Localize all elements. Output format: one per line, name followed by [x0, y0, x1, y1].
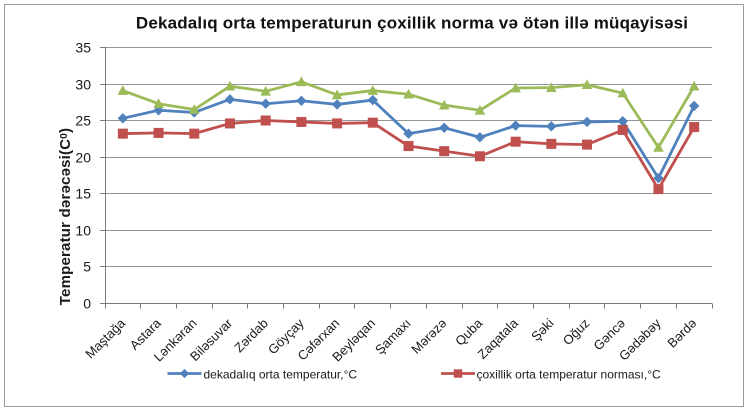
svg-text:çoxillik orta temperatur norma: çoxillik orta temperatur norması,°C — [477, 368, 662, 382]
svg-text:dekadalıq orta temperatur,°C: dekadalıq orta temperatur,°C — [204, 368, 358, 382]
svg-text:0: 0 — [83, 296, 91, 312]
svg-text:35: 35 — [75, 40, 91, 56]
svg-text:25: 25 — [75, 113, 91, 129]
svg-text:5: 5 — [83, 259, 91, 275]
svg-text:Temperatur dərəcəsi(C0): Temperatur dərəcəsi(C0) — [57, 128, 74, 305]
svg-text:20: 20 — [75, 150, 91, 166]
svg-text:30: 30 — [75, 77, 91, 93]
svg-text:Dekadalıq orta temperaturun ço: Dekadalıq orta temperaturun çoxillik nor… — [136, 14, 688, 33]
svg-text:15: 15 — [75, 186, 91, 202]
svg-text:10: 10 — [75, 223, 91, 239]
